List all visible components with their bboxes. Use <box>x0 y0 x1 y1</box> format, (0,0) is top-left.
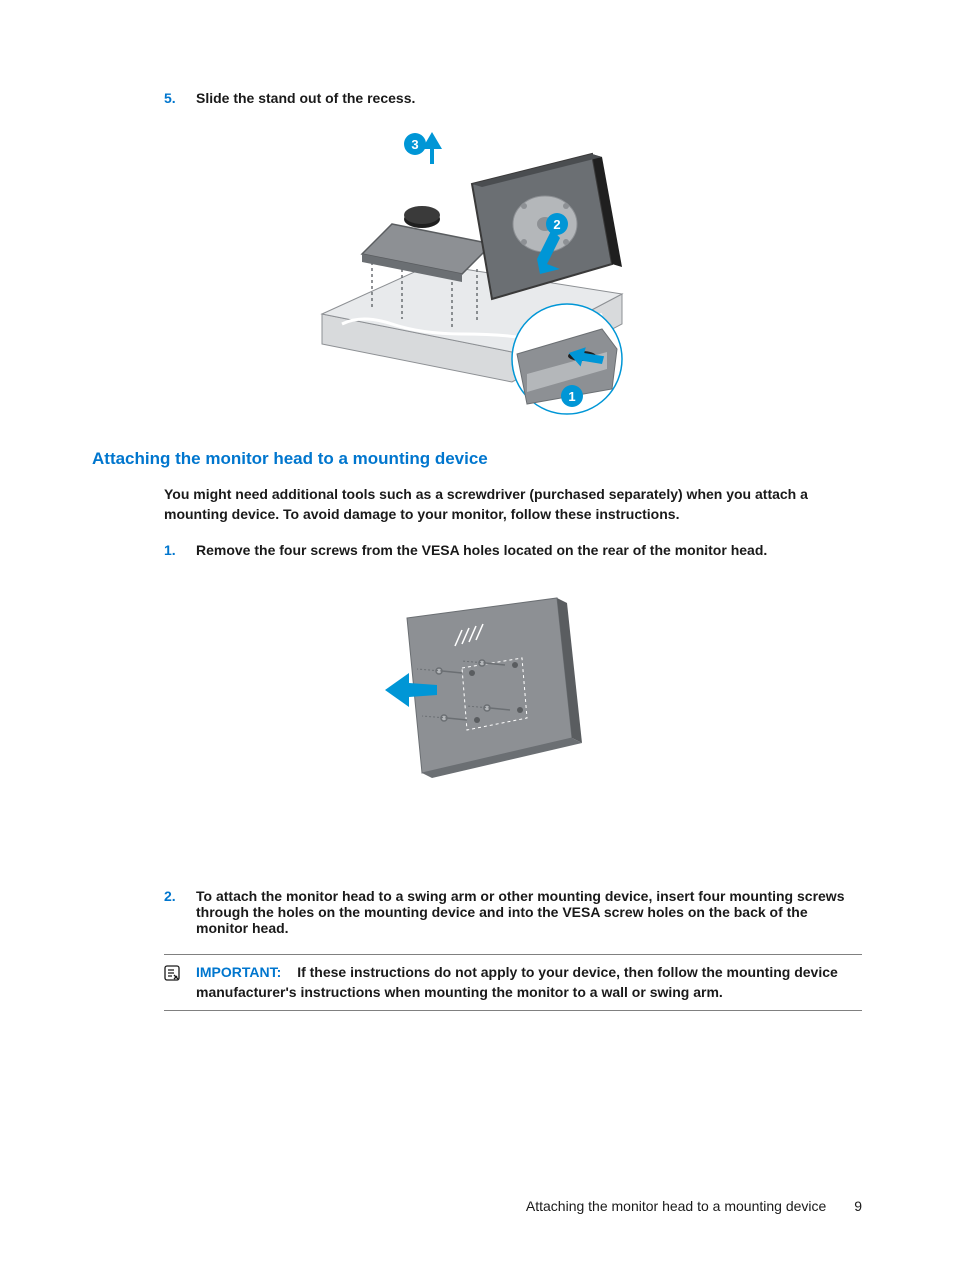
figure-stand-removal: 3 2 1 <box>92 124 862 419</box>
figure-vesa-screws <box>92 578 862 798</box>
step-1-number: 1. <box>164 542 196 558</box>
important-text: If these instructions do not apply to yo… <box>196 964 838 1000</box>
callout-1: 1 <box>568 389 575 404</box>
step-2: 2. To attach the monitor head to a swing… <box>164 888 862 936</box>
step-2-text: To attach the monitor head to a swing ar… <box>196 888 862 936</box>
section-heading: Attaching the monitor head to a mounting… <box>92 449 862 469</box>
footer-section-title: Attaching the monitor head to a mounting… <box>526 1198 850 1214</box>
footer-page-number: 9 <box>854 1198 862 1214</box>
intro-paragraph: You might need additional tools such as … <box>164 485 862 524</box>
callout-2: 2 <box>553 217 560 232</box>
page-footer: Attaching the monitor head to a mounting… <box>526 1198 862 1214</box>
important-icon <box>164 963 196 1002</box>
step-5: 5. Slide the stand out of the recess. <box>164 90 862 106</box>
important-label: IMPORTANT: <box>196 964 293 980</box>
step-2-number: 2. <box>164 888 196 936</box>
step-5-number: 5. <box>164 90 196 106</box>
vesa-screws-illustration <box>367 578 587 798</box>
callout-3: 3 <box>411 137 418 152</box>
step-5-text: Slide the stand out of the recess. <box>196 90 415 106</box>
step-1: 1. Remove the four screws from the VESA … <box>164 542 862 558</box>
stand-removal-illustration: 3 2 1 <box>302 124 652 419</box>
step-1-text: Remove the four screws from the VESA hol… <box>196 542 767 558</box>
important-note: IMPORTANT: If these instructions do not … <box>164 954 862 1011</box>
